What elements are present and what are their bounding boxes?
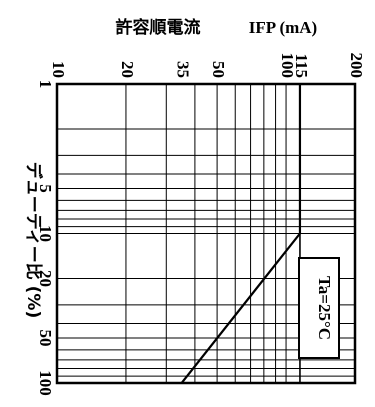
- top-axis-label-jp: 許容順電流: [116, 17, 201, 38]
- top-axis-tick-label: 115: [292, 53, 311, 78]
- left-axis-label: デューティー比 (%): [23, 162, 44, 318]
- top-axis-tick-label: 10: [49, 61, 68, 78]
- annotation-box: [298, 257, 340, 359]
- left-axis-tick-label: 20: [36, 270, 55, 287]
- annotation-text: Ta=25°C: [315, 276, 334, 340]
- top-axis-label-unit: IFP (mA): [249, 18, 317, 37]
- plot-frame: [55, 82, 357, 385]
- left-axis-tick-label: 100: [36, 370, 55, 396]
- left-axis-tick-label: 5: [36, 184, 55, 193]
- top-axis-tick-label: 20: [118, 61, 137, 78]
- left-axis-tick-label: 50: [36, 329, 55, 346]
- left-axis-tick-label: 1: [36, 80, 55, 89]
- top-axis-tick-label: 35: [174, 61, 193, 78]
- left-axis-label-text: デューティー比 (%): [23, 162, 44, 318]
- left-axis-ticks: 1 5 10 20 50 100: [36, 80, 55, 396]
- top-axis-tick-label: 200: [347, 53, 366, 79]
- top-axis-tick-label: 100: [278, 53, 297, 79]
- annotation: Ta=25°C: [298, 257, 340, 359]
- top-axis-tick-label: 50: [209, 61, 228, 78]
- left-axis-tick-label: 10: [36, 225, 55, 242]
- series-group: [180, 83, 302, 384]
